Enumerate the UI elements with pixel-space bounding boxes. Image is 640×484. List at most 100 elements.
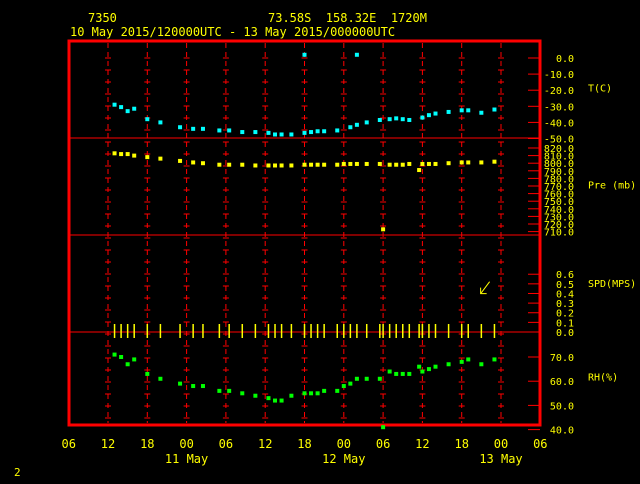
temp-point [479,110,484,115]
temp-point [289,132,294,137]
plot-frame [67,39,542,427]
pressure-point [112,151,117,156]
y-tick-label-rh: 60.0 [550,377,574,388]
y-tick-label-wind: 0.3 [556,299,574,310]
temp-point [315,129,320,134]
page-number: 2 [14,466,21,479]
rh-point [125,362,130,367]
temp-point [459,108,464,113]
pressure-point [302,162,307,167]
pressure-point [266,163,271,168]
x-day-label: 13 May [479,452,522,466]
x-tick-label: 00 [179,437,193,451]
rh-point [459,359,464,364]
y-tick-label-wind: 0.4 [556,289,574,300]
rh-point [158,376,163,381]
temp-point [273,132,278,137]
rh-point [273,398,278,403]
y-tick-label-pressure: 720.0 [544,220,574,231]
pressure-point [273,163,278,168]
pressure-point [119,152,124,157]
rh-point [446,362,451,367]
temp-point [394,116,399,121]
pressure-point [354,161,359,166]
rh-point [315,391,320,396]
rh-point [364,376,369,381]
temp-point [446,109,451,114]
x-tick-label: 18 [297,437,311,451]
wind-arrow-shaft [480,281,491,294]
temp-point [466,108,471,113]
pressure-point [191,160,196,165]
rh-point [492,357,497,362]
pressure-point [227,162,232,167]
pressure-point [200,161,205,166]
rh-point [433,364,438,369]
y-tick-label-rh: 70.0 [550,353,574,364]
x-tick-label: 12 [415,437,429,451]
temp-point [377,117,382,122]
pressure-point [377,161,382,166]
pressure-point [279,163,284,168]
pressure-point [479,160,484,165]
temp-point [400,117,405,122]
pressure-point [417,168,422,173]
rh-point [381,425,386,430]
temp-point [348,125,353,130]
y-tick-label-pressure: 800.0 [544,159,574,170]
rh-point [112,352,117,357]
rh-point [178,381,183,386]
pressure-point [381,227,386,232]
y-axis-label-rh: RH(%) [588,373,618,384]
temp-point [132,106,137,111]
y-tick-label-temp: -50.0 [544,135,574,146]
pressure-point [400,162,405,167]
rh-point [335,388,340,393]
axis-layer: 06 12 18 00 06 12 18 00 06 12 18 00 06 11 May 12 May 13… [61,54,636,466]
pressure-point [459,160,464,165]
temp-point [309,130,314,135]
rh-point [289,393,294,398]
y-tick-label-pressure: 780.0 [544,174,574,185]
temp-point [158,120,163,125]
pressure-point [217,162,222,167]
y-tick-label-pressure: 790.0 [544,167,574,178]
rh-point [420,369,425,374]
temp-point [302,52,307,57]
x-tick-label: 06 [61,437,75,451]
temp-point [253,130,258,135]
temp-point [217,128,222,133]
y-tick-label-wind: 0.6 [556,270,574,281]
y-tick-label-pressure: 710.0 [544,228,574,239]
pressure-point [420,161,425,166]
pressure-point [178,158,183,163]
pressure-point [315,162,320,167]
x-tick-label: 06 [376,437,390,451]
temp-point [492,107,497,112]
pressure-point [407,161,412,166]
y-tick-label-wind: 0.1 [556,318,574,329]
rh-point [217,388,222,393]
y-axis-label-pressure: Pre (mb) [588,181,636,192]
y-tick-label-temp: -40.0 [544,118,574,129]
pressure-point [132,153,137,158]
temp-point [364,120,369,125]
rh-point [348,381,353,386]
x-tick-label: 06 [533,437,547,451]
temp-point [335,128,340,133]
y-tick-label-wind: 0.5 [556,280,574,291]
temp-point [426,113,431,118]
temp-point [420,115,425,120]
rh-point [394,371,399,376]
temp-point [407,117,412,122]
temp-point [119,105,124,110]
pressure-point [466,160,471,165]
time-range: 10 May 2015/120000UTC - 13 May 2015/0000… [70,25,395,39]
pressure-point [335,162,340,167]
y-tick-label-wind: 0.2 [556,309,574,320]
pressure-point [158,156,163,161]
temp-point [266,130,271,135]
temp-point [145,117,150,122]
x-tick-label: 12 [101,437,115,451]
